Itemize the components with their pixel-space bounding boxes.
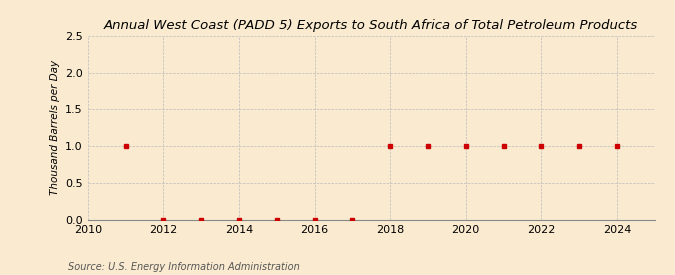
Y-axis label: Thousand Barrels per Day: Thousand Barrels per Day [49,60,59,196]
Text: Source: U.S. Energy Information Administration: Source: U.S. Energy Information Administ… [68,262,299,272]
Title: Annual West Coast (PADD 5) Exports to South Africa of Total Petroleum Products: Annual West Coast (PADD 5) Exports to So… [104,19,639,32]
